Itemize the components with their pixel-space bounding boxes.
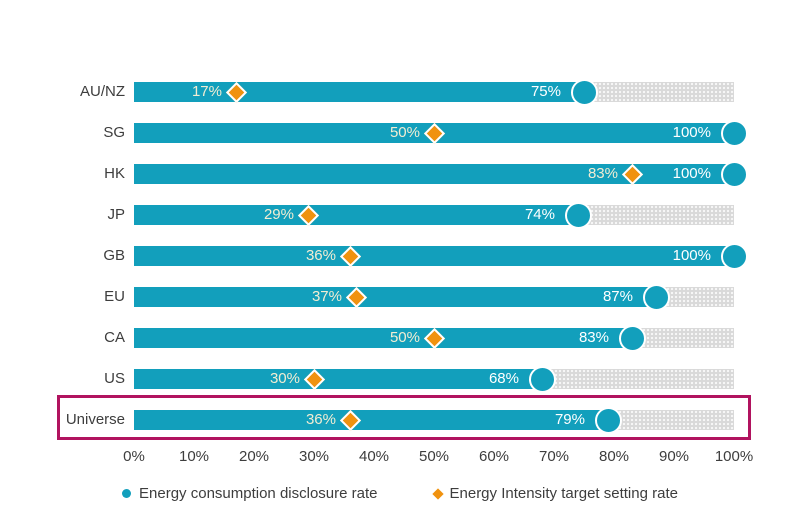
bar-value-label: 100%: [672, 165, 711, 182]
circle-marker: [720, 160, 748, 188]
bar-value-label: 68%: [488, 370, 519, 387]
category-label-gb: GB: [103, 247, 125, 264]
target-value-label: 36%: [305, 411, 336, 428]
target-value-label: 29%: [263, 206, 294, 223]
bar-value-label: 100%: [672, 124, 711, 141]
x-axis-tick-label: 50%: [418, 448, 450, 465]
circle-marker: [642, 283, 670, 311]
disclosure-rate-bar: [134, 369, 542, 389]
disclosure-rate-bar: [134, 205, 578, 225]
circle-marker: [570, 78, 598, 106]
x-axis-tick-label: 0%: [123, 448, 145, 465]
x-axis-tick-label: 70%: [538, 448, 570, 465]
circle-marker: [564, 201, 592, 229]
target-value-label: 36%: [305, 247, 336, 264]
bar-value-label: 87%: [602, 288, 633, 305]
x-axis-tick-label: 60%: [478, 448, 510, 465]
disclosure-rate-bar: [134, 287, 656, 307]
bar-value-label: 75%: [530, 83, 561, 100]
universe-highlight-box: [57, 395, 751, 440]
target-value-label: 37%: [311, 288, 342, 305]
circle-marker: [720, 119, 748, 147]
bar-value-label: 83%: [578, 329, 609, 346]
disclosure-rate-bar: [134, 82, 584, 102]
disclosure-rate-bar: [134, 164, 734, 184]
disclosure-rate-bar: [134, 328, 632, 348]
legend-item-target-rate: Energy Intensity target setting rate: [431, 485, 678, 502]
bar-value-label: 74%: [524, 206, 555, 223]
legend-label-target-rate: Energy Intensity target setting rate: [449, 485, 678, 502]
x-axis-tick-label: 80%: [598, 448, 630, 465]
legend-label-disclosure-rate: Energy consumption disclosure rate: [139, 485, 378, 502]
target-value-label: 50%: [389, 329, 420, 346]
legend-item-disclosure-rate: Energy consumption disclosure rate: [122, 485, 378, 502]
category-label-jp: JP: [107, 206, 125, 223]
category-label-universe: Universe: [65, 411, 125, 428]
circle-marker: [618, 324, 646, 352]
category-label-hk: HK: [104, 165, 125, 182]
x-axis-tick-label: 100%: [714, 448, 754, 465]
diamond-marker-icon: [431, 487, 444, 500]
target-value-label: 50%: [389, 124, 420, 141]
category-label-ca: CA: [104, 329, 125, 346]
target-value-label: 83%: [587, 165, 618, 182]
bar-value-label: 79%: [554, 411, 585, 428]
category-label-eu: EU: [104, 288, 125, 305]
x-axis-tick-label: 90%: [658, 448, 690, 465]
x-axis-tick-label: 40%: [358, 448, 390, 465]
circle-marker-icon: [122, 489, 132, 498]
bar-value-label: 100%: [672, 247, 711, 264]
x-axis-tick-label: 20%: [238, 448, 270, 465]
legend: Energy consumption disclosure rate Energ…: [0, 485, 800, 502]
circle-marker: [720, 242, 748, 270]
circle-marker: [528, 365, 556, 393]
category-label-au-nz: AU/NZ: [80, 83, 125, 100]
disclosure-rate-bar: [134, 410, 608, 430]
target-value-label: 17%: [191, 83, 222, 100]
category-label-sg: SG: [103, 124, 125, 141]
disclosure-rate-bar: [134, 246, 734, 266]
category-label-us: US: [104, 370, 125, 387]
x-axis-tick-label: 10%: [178, 448, 210, 465]
x-axis-tick-label: 30%: [298, 448, 330, 465]
circle-marker: [594, 406, 622, 434]
target-value-label: 30%: [269, 370, 300, 387]
